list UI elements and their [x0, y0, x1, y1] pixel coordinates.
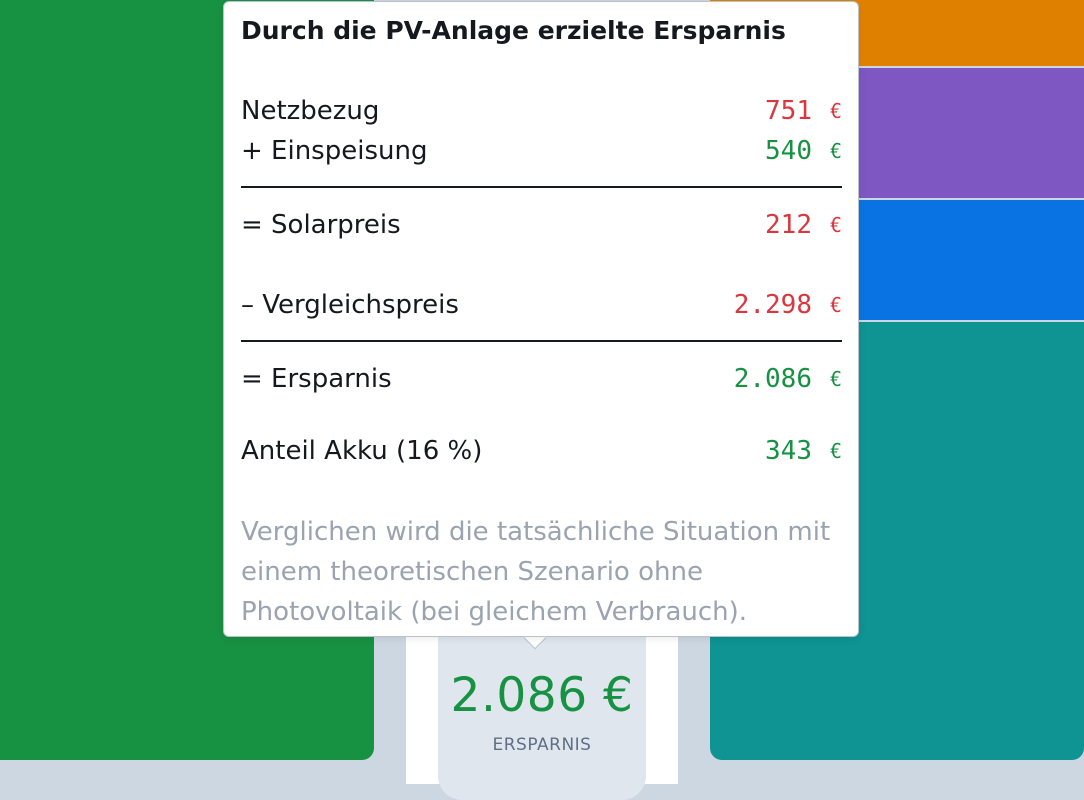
row-value-solarpreis: 212 — [765, 210, 812, 240]
savings-label: ERSPARNIS — [492, 735, 592, 755]
row-label-solarpreis: = Solarpreis — [241, 210, 401, 240]
row-label-einspeisung: + Einspeisung — [241, 136, 428, 166]
row-value-einspeisung: 540 — [765, 136, 812, 166]
row-label-netzbezug: Netzbezug — [241, 96, 380, 126]
row-value-vergleichspreis: 2.298 — [733, 290, 812, 320]
row-unit-netzbezug: € — [829, 99, 842, 123]
row-unit-vergleichspreis: € — [829, 293, 842, 317]
savings-value: 2.086 € — [450, 668, 634, 723]
row-label-ersparnis: = Ersparnis — [241, 364, 392, 394]
row-unit-einspeisung: € — [829, 139, 842, 163]
row-label-anteil-akku: Anteil Akku (16 %) — [241, 436, 483, 466]
tooltip-note: Verglichen wird die tatsächliche Situati… — [241, 517, 831, 627]
divider — [241, 186, 842, 188]
row-label-vergleichspreis: – Vergleichspreis — [241, 290, 459, 320]
row-unit-ersparnis: € — [829, 367, 842, 391]
row-unit-solarpreis: € — [829, 213, 842, 237]
savings-tooltip: Durch die PV-Anlage erzielte Ersparnis N… — [223, 1, 859, 637]
row-value-netzbezug: 751 — [765, 96, 812, 126]
tooltip-title: Durch die PV-Anlage erzielte Ersparnis — [241, 16, 786, 45]
row-value-ersparnis: 2.086 — [733, 364, 812, 394]
row-unit-anteil-akku: € — [829, 439, 842, 463]
row-value-anteil-akku: 343 — [765, 436, 812, 466]
divider — [241, 340, 842, 342]
